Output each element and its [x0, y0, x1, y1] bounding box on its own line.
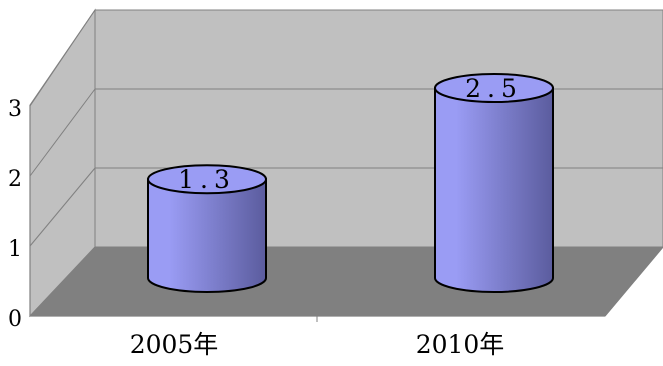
bar-top — [434, 73, 554, 103]
y-tick-label: 3 — [8, 97, 22, 122]
gridline-side — [29, 88, 96, 177]
x-tick-label: 2005年 — [130, 330, 219, 359]
x-tick-labels: 2005年 2010年 — [130, 330, 505, 359]
bar-top — [147, 164, 267, 195]
y-tick-labels: 0 1 2 3 — [8, 97, 22, 332]
floor-front-right-edge — [604, 246, 663, 317]
gridline-side — [29, 9, 96, 107]
y-tick-label: 0 — [8, 307, 22, 332]
data-label: 2.5 — [465, 74, 523, 103]
y-tick-label: 1 — [8, 237, 22, 262]
bar-body — [434, 87, 554, 293]
y-tick-label: 2 — [8, 167, 22, 192]
bar-body — [147, 178, 267, 293]
bar-cylinder: 2.5 — [434, 73, 554, 293]
chart-floor — [28, 246, 663, 317]
bars: 1.3 2.5 — [147, 73, 554, 293]
x-tick-label: 2010年 — [416, 330, 505, 359]
gridline-side — [29, 167, 96, 247]
data-label: 1.3 — [178, 165, 236, 194]
bar-cylinder: 1.3 — [147, 164, 267, 293]
